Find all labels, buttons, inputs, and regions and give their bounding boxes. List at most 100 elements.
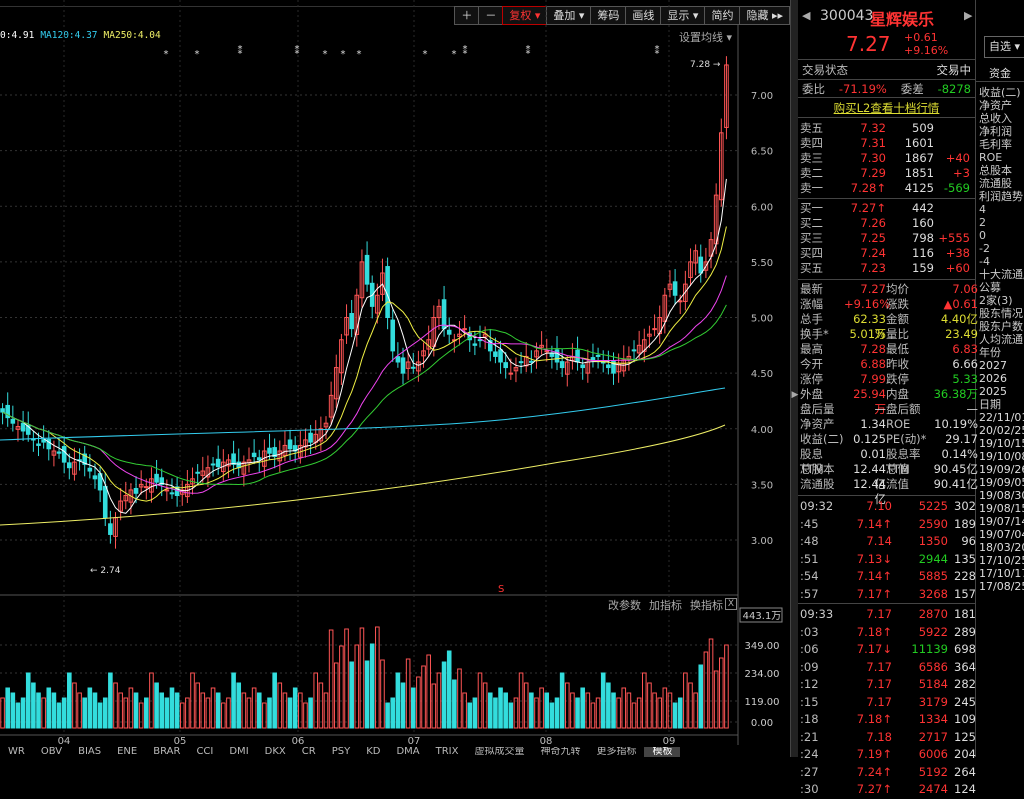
tick2-cell: 264 — [954, 764, 976, 779]
volume-bar — [641, 672, 647, 729]
indicator-tab-2[interactable]: BIAS — [78, 747, 102, 757]
candle-body — [41, 439, 46, 443]
volume-bar — [277, 682, 283, 729]
sell-cell: 509 — [912, 121, 934, 135]
indicator-tab-0[interactable]: WR — [8, 747, 25, 757]
tick1-row-0[interactable]: 09:32 7.10 5225 302 — [798, 498, 976, 516]
volume-header: 改参数 加指标 换指标 — [608, 597, 738, 613]
next-stock-icon[interactable]: ▶ — [964, 9, 973, 22]
tick1-row-4[interactable]: :54 7.14↑ 5885 228 — [798, 568, 976, 586]
candle-body — [10, 418, 16, 424]
tick2-row-1[interactable]: :03 7.18↑ 5922 289 — [798, 624, 976, 642]
tick2-row-10[interactable]: :30 7.27↑ 2474 124 — [798, 781, 976, 799]
indicator-tab-11[interactable]: DMA — [396, 747, 420, 757]
tick2-row-5[interactable]: :15 7.17 3179 245 — [798, 694, 976, 712]
event-marker-icon: ⁑ — [295, 44, 300, 57]
candle-body — [354, 294, 360, 335]
indicator-tab-5[interactable]: CCI — [196, 747, 214, 757]
prev-stock-icon[interactable]: ◀ — [802, 9, 811, 22]
indicator-tab-3[interactable]: ENE — [117, 747, 138, 757]
tick2-cell: 6586 — [918, 659, 948, 674]
quote-cell: 涨幅 — [800, 297, 823, 311]
quote-panel: ◀ 300043 星辉娱乐 ▶ 7.27 +0.61 +9.16% 交易状态 交易中… — [798, 0, 978, 796]
tick-list-1[interactable]: 09:32 7.10 5225 302:45 7.14↑ 2590 189:48 7.14 13… — [798, 496, 976, 604]
toolbar-button-6[interactable]: 显示 ▾ — [660, 6, 706, 25]
indicator-tab-16[interactable]: 模板 — [644, 747, 681, 757]
vol-max-box — [739, 607, 783, 623]
volume-bar — [534, 697, 539, 729]
tick2-row-3[interactable]: :09 7.17 6586 364 — [798, 659, 976, 677]
volume-bar — [683, 672, 688, 729]
volume-bar — [298, 692, 303, 729]
candle-body — [251, 452, 257, 458]
quote-row-9: 净资产 1.34 ROE 10.19% — [798, 417, 978, 432]
quote-cell: 0.14% — [941, 447, 978, 461]
kline-chart-area[interactable]: ＋－复权 ▾ 叠加 ▾ 筹码 画线 显示 ▾ 简约 隐藏 ▸▸ 0:4.91 MA120:4.… — [0, 0, 790, 757]
indicator-tab-6[interactable]: DMI — [229, 747, 249, 757]
volume-bar — [303, 702, 308, 729]
tick2-row-2[interactable]: :06 7.17↓ 11139 698 — [798, 641, 976, 659]
indicator-tab-9[interactable]: PSY — [331, 747, 351, 757]
volume-bar — [523, 682, 529, 729]
tick2-row-7[interactable]: :21 7.18 2717 125 — [798, 729, 976, 747]
volume-bar — [508, 702, 514, 729]
indicator-tab-7[interactable]: DKX — [264, 747, 286, 757]
toolbar-button-4[interactable]: 筹码 — [590, 6, 627, 25]
f10-item-24: 日期 — [979, 398, 1001, 411]
toolbar-button-2[interactable]: 复权 ▾ — [502, 6, 548, 25]
candle-body — [703, 261, 709, 271]
indicator-tab-15[interactable]: 更多指标 — [596, 747, 637, 757]
tick2-row-4[interactable]: :12 7.17 5184 282 — [798, 676, 976, 694]
tick2-row-9[interactable]: :27 7.24↑ 5192 264 — [798, 764, 976, 782]
sell-orderbook: 卖五 7.32 509 卖四 7.31 1601 卖三 7.30 1867 +40 卖二 7.29 18… — [798, 118, 975, 199]
tick1-row-5[interactable]: :57 7.17↑ 3268 157 — [798, 586, 976, 604]
indicator-tab-14[interactable]: 神奇九转 — [540, 747, 581, 757]
l2-link[interactable]: 购买L2查看十档行情 — [833, 101, 940, 115]
ma-settings-button[interactable]: 设置均线 ▾ — [678, 31, 732, 44]
indicator-tab-13[interactable]: 虚拟成交量 — [474, 747, 525, 757]
volume-bar — [164, 697, 170, 729]
tick1-row-3[interactable]: :51 7.13↓ 2944 135 — [798, 551, 976, 569]
indicator-tab-8[interactable]: CR — [301, 747, 316, 757]
sell-cell — [934, 136, 970, 151]
close-indicator-icon[interactable]: X — [725, 598, 737, 610]
sell-cell: +40 — [945, 151, 970, 165]
indicator-tab-12[interactable]: TRIX — [435, 747, 459, 757]
stock-code: 300043 — [820, 8, 874, 24]
tick2-row-0[interactable]: 09:33 7.17 2870 181 — [798, 606, 976, 624]
tick2-row-8[interactable]: :24 7.19↑ 6006 204 — [798, 746, 976, 764]
sell-cell: 卖五 — [800, 121, 823, 135]
quote-row-13: 流通股 12.44亿 流值 90.41亿 — [798, 477, 978, 506]
f10-item-27: 19/10/15 — [979, 437, 1024, 450]
collapse-arrow-icon[interactable]: ▶ — [791, 390, 799, 400]
candle-body — [641, 339, 647, 352]
vol-header-button-0[interactable]: 改参数 — [608, 599, 641, 612]
tick2-cell: 282 — [954, 677, 976, 691]
toolbar-button-1[interactable]: － — [478, 6, 504, 25]
vol-header-button-2[interactable]: 换指标 — [690, 599, 723, 612]
candle-body — [67, 462, 72, 469]
quote-row-6: 涨停 7.99 跌停 5.33 — [798, 372, 978, 387]
vol-header-button-1[interactable]: 加指标 — [649, 599, 682, 612]
event-marker-icon: ⁑ — [463, 44, 468, 57]
panel-splitter[interactable]: ▶ — [790, 0, 798, 757]
tick-list-2[interactable]: 09:33 7.17 2870 181:03 7.18↑ 5922 289:06 7.17↓ 1… — [798, 604, 976, 799]
candlestick-chart[interactable]: 7.00 6.50 6.00 5.50 5.00 4.50 4.00 3.50 3.00 04 05… — [0, 0, 790, 757]
candle-body — [421, 350, 426, 357]
tick2-row-6[interactable]: :18 7.18↑ 1334 109 — [798, 711, 976, 729]
indicator-tab-1[interactable]: OBV — [40, 747, 63, 757]
volume-bar — [498, 687, 503, 729]
candle-body — [226, 459, 231, 467]
quote-cell: 6.83 — [952, 342, 978, 356]
tick2-cell: 3179 — [918, 694, 948, 709]
indicator-tab-10[interactable]: KD — [366, 747, 381, 757]
tick1-row-1[interactable]: :45 7.14↑ 2590 189 — [798, 516, 976, 534]
quote-cell: 流值 — [886, 477, 909, 491]
watchlist-select[interactable]: 自选 ▾ — [984, 36, 1024, 58]
indicator-tab-4[interactable]: BRAR — [153, 747, 181, 757]
tick1-row-2[interactable]: :48 7.14 1350 96 — [798, 533, 976, 551]
volume-bar — [493, 697, 498, 729]
tick1-cell: 1350 — [918, 534, 948, 548]
fund-tab[interactable]: 资金 — [976, 66, 1024, 82]
toolbar-button-8[interactable]: 隐藏 ▸▸ — [739, 6, 790, 25]
